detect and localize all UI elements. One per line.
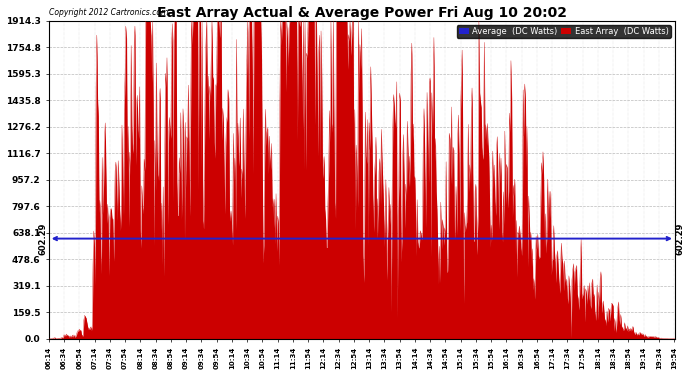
Title: East Array Actual & Average Power Fri Aug 10 20:02: East Array Actual & Average Power Fri Au… (157, 6, 567, 20)
Text: 602.29: 602.29 (676, 222, 684, 255)
Text: Copyright 2012 Cartronics.com: Copyright 2012 Cartronics.com (49, 8, 168, 17)
Legend: Average  (DC Watts), East Array  (DC Watts): Average (DC Watts), East Array (DC Watts… (457, 25, 671, 38)
Text: 602.29: 602.29 (39, 222, 48, 255)
